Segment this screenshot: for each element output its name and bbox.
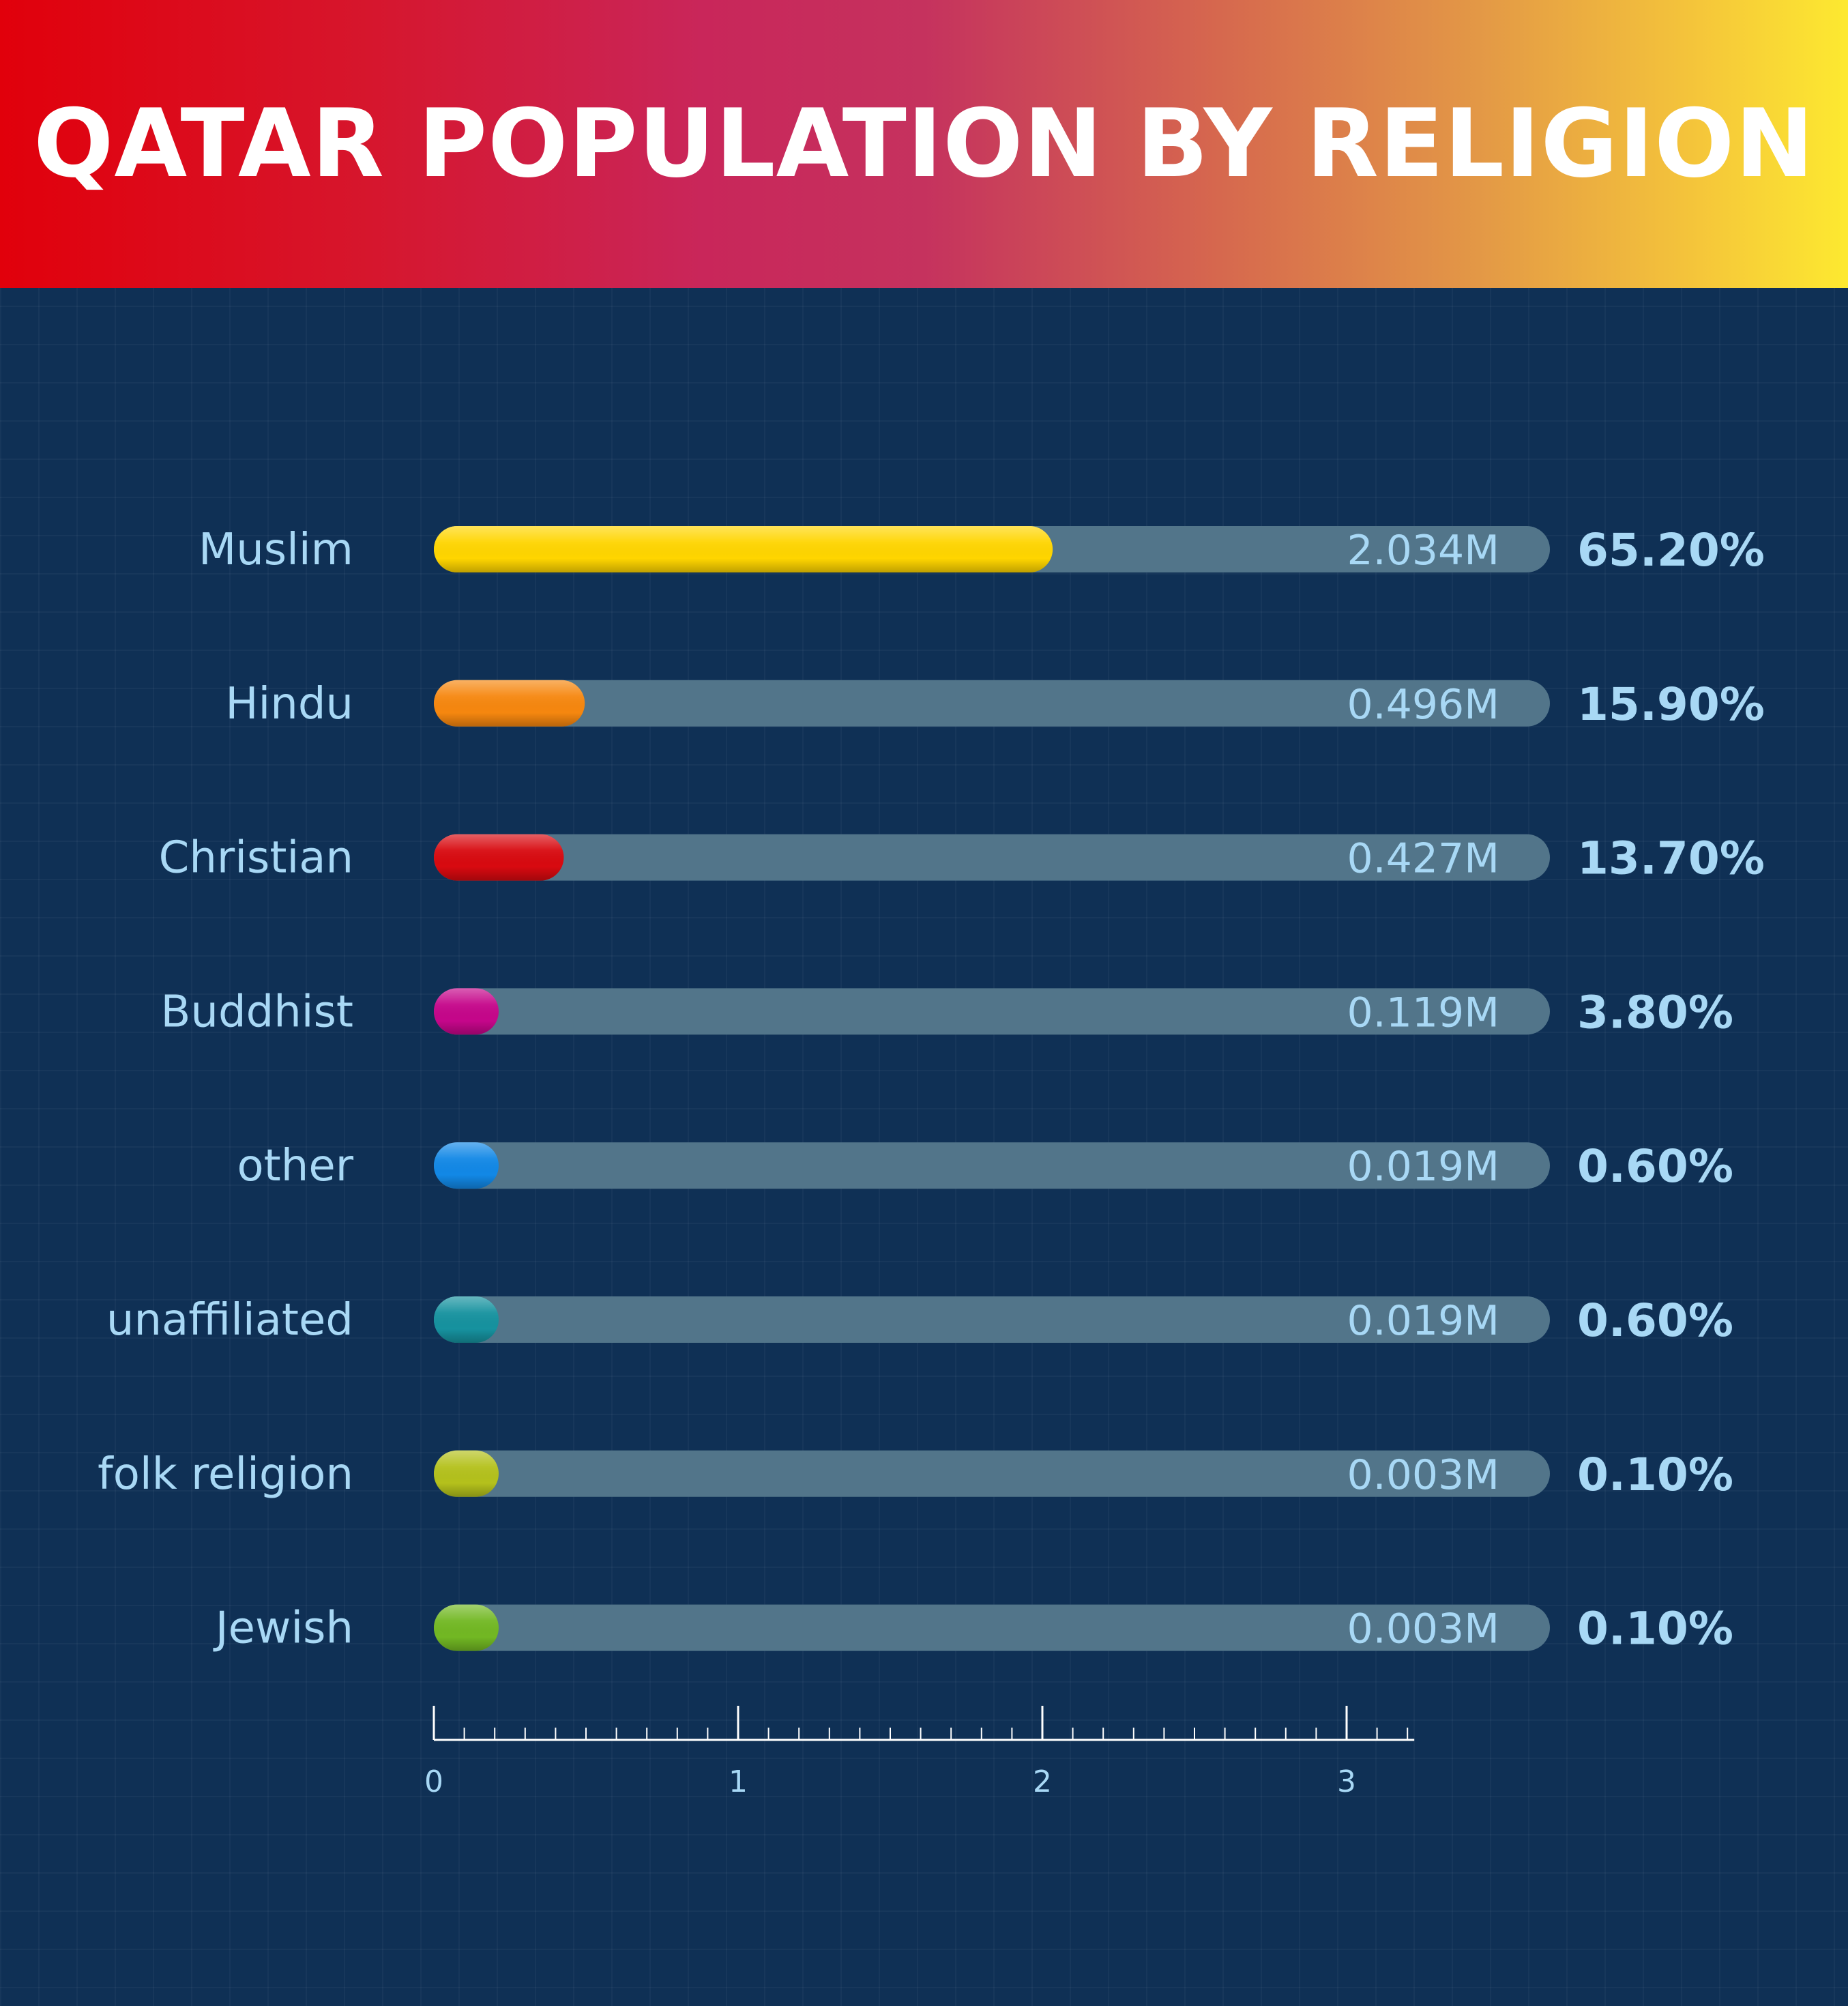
- percent-label: 0.60%: [1577, 1140, 1733, 1193]
- category-label: Buddhist: [161, 987, 354, 1037]
- bar-row: unaffiliated 0.019M 0.60%: [106, 1294, 1733, 1347]
- tick-label: 2: [1033, 1764, 1052, 1799]
- bar-track: [434, 1604, 1550, 1651]
- value-label: 0.019M: [1347, 1143, 1499, 1191]
- bar-track: [434, 834, 1550, 881]
- percent-label: 0.10%: [1577, 1603, 1733, 1655]
- percent-label: 3.80%: [1577, 986, 1733, 1038]
- bar-track: [434, 1296, 1550, 1343]
- percent-label: 0.10%: [1577, 1449, 1733, 1501]
- category-label: folk religion: [98, 1449, 353, 1500]
- bar-row: Christian 0.427M 13.70%: [159, 832, 1765, 885]
- value-label: 0.003M: [1347, 1605, 1499, 1653]
- category-label: Jewish: [213, 1603, 353, 1654]
- bar-track: [434, 1142, 1550, 1189]
- value-label: 0.496M: [1347, 681, 1499, 729]
- bar-row: Jewish 0.003M 0.10%: [213, 1603, 1733, 1655]
- bar-highlight: [434, 834, 564, 881]
- value-label: 0.427M: [1347, 835, 1499, 883]
- value-label: 2.034M: [1347, 527, 1499, 575]
- chart-title: QATAR POPULATION BY RELIGION: [33, 89, 1815, 199]
- percent-label: 15.90%: [1577, 678, 1765, 731]
- x-axis: 0 1 2 3: [424, 1706, 1415, 1799]
- percent-label: 0.60%: [1577, 1294, 1733, 1347]
- value-label: 0.119M: [1347, 989, 1499, 1036]
- bar-row: other 0.019M 0.60%: [237, 1140, 1733, 1193]
- bar-track: [434, 680, 1550, 727]
- bar-highlight: [434, 1142, 499, 1189]
- bar-row: folk religion 0.003M 0.10%: [98, 1449, 1733, 1501]
- bar-row: Hindu 0.496M 15.90%: [225, 678, 1765, 731]
- percent-label: 65.20%: [1577, 524, 1765, 577]
- category-label: unaffiliated: [106, 1295, 353, 1346]
- category-label: Hindu: [225, 679, 353, 729]
- bar-row: Buddhist 0.119M 3.80%: [161, 986, 1733, 1038]
- tick-label: 1: [729, 1764, 748, 1799]
- bar-row: Muslim 2.034M 65.20%: [199, 524, 1765, 577]
- value-label: 0.019M: [1347, 1297, 1499, 1345]
- category-label: Muslim: [199, 525, 353, 575]
- bar-highlight: [434, 680, 585, 727]
- bar-highlight: [434, 1296, 499, 1343]
- value-label: 0.003M: [1347, 1451, 1499, 1499]
- category-label: other: [237, 1141, 354, 1191]
- tick-label: 0: [424, 1764, 443, 1799]
- tick-label: 3: [1337, 1764, 1356, 1799]
- percent-label: 13.70%: [1577, 832, 1765, 885]
- bar-highlight: [434, 988, 499, 1035]
- title-banner: QATAR POPULATION BY RELIGION: [0, 0, 1848, 288]
- bar-track: [434, 988, 1550, 1035]
- bar-track: [434, 1450, 1550, 1497]
- bar-highlight: [434, 1604, 499, 1651]
- category-label: Christian: [159, 833, 353, 884]
- bar-highlight: [434, 526, 1053, 572]
- bar-highlight: [434, 1450, 499, 1497]
